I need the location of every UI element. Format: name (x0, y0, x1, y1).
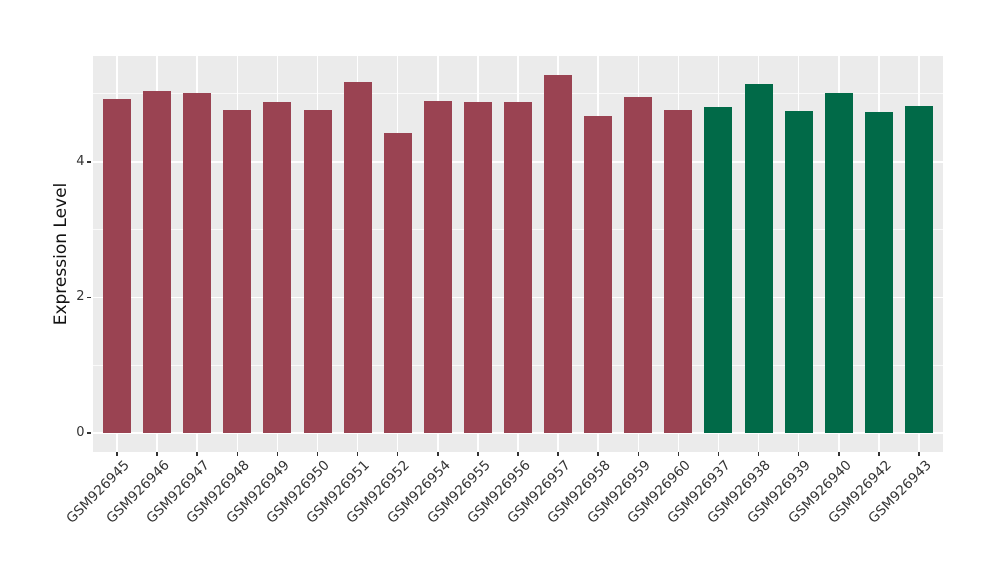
bar-GSM926952 (383, 132, 412, 433)
bar-GSM926955 (463, 102, 492, 433)
bar-GSM926949 (263, 102, 292, 433)
bar-GSM926959 (624, 97, 653, 433)
y-tick-label: 4 (76, 153, 85, 169)
x-tick-mark (838, 452, 840, 456)
bar-GSM926951 (343, 82, 372, 433)
bar-GSM926943 (904, 106, 933, 433)
x-tick-mark (597, 452, 599, 456)
y-tick-mark (86, 296, 91, 299)
y-tick-mark (86, 432, 91, 434)
bar-GSM926939 (784, 110, 813, 433)
x-tick-mark (196, 452, 198, 456)
bar-GSM926945 (103, 99, 132, 433)
bar-GSM926958 (584, 116, 613, 433)
bar-GSM926954 (423, 100, 452, 433)
x-tick-mark (797, 452, 800, 456)
bar-GSM926938 (744, 83, 773, 433)
bar-GSM926937 (704, 106, 733, 433)
bar-GSM926948 (223, 110, 252, 433)
bar-GSM926956 (504, 102, 532, 433)
bar-GSM926942 (864, 112, 893, 433)
y-tick-label: 0 (76, 425, 85, 440)
x-tick-mark (918, 452, 920, 456)
x-tick-mark (517, 452, 519, 456)
x-tick-mark (356, 452, 359, 456)
y-tick-mark (86, 161, 91, 163)
y-tick-label: 2 (76, 289, 85, 305)
bar-GSM926947 (183, 92, 212, 433)
x-tick-mark (557, 452, 559, 456)
x-tick-mark (276, 452, 279, 456)
bar-GSM926950 (303, 110, 332, 433)
x-tick-mark (637, 452, 640, 456)
x-tick-mark (717, 452, 720, 456)
x-tick-mark (316, 452, 319, 456)
x-tick-mark (477, 452, 479, 456)
x-tick-mark (878, 452, 880, 456)
bar-GSM926957 (544, 74, 573, 433)
x-tick-mark (677, 452, 680, 456)
x-tick-mark (156, 452, 158, 456)
x-tick-mark (116, 452, 118, 456)
bar-GSM926946 (143, 91, 172, 433)
x-tick-mark (396, 452, 399, 456)
x-tick-mark (236, 452, 239, 456)
bar-GSM926960 (664, 109, 693, 433)
x-tick-mark (757, 452, 760, 456)
bar-GSM926940 (824, 92, 853, 433)
x-tick-mark (437, 452, 439, 456)
